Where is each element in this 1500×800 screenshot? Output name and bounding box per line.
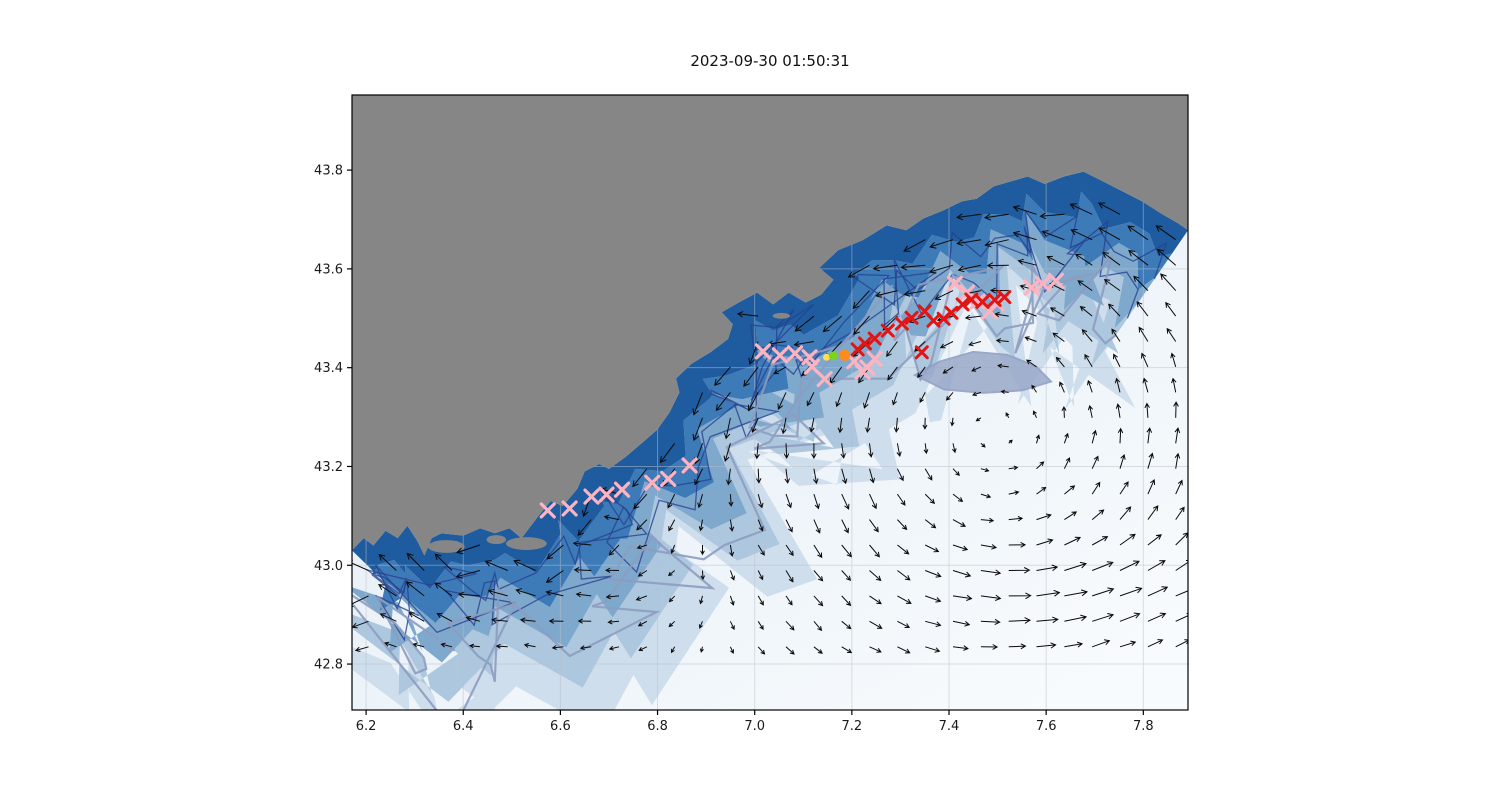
island	[486, 535, 506, 545]
x-marker	[880, 323, 895, 338]
land-mass	[352, 95, 1188, 556]
x-marker	[964, 292, 979, 307]
observations-pink	[539, 272, 1064, 519]
x-marker	[803, 358, 821, 375]
chart-title: 2023-09-30 01:50:31	[690, 52, 850, 70]
dot-marker	[828, 351, 838, 361]
axis-ticks	[347, 169, 1144, 715]
x-tick-label: 6.2	[356, 719, 377, 734]
x-marker	[946, 275, 963, 292]
x-marker	[866, 350, 883, 367]
marker-yellow	[823, 353, 831, 361]
x-tick-label: 6.8	[647, 719, 668, 734]
y-tick-label: 43.2	[314, 460, 343, 475]
x-marker	[583, 488, 600, 505]
current-vector-field	[352, 202, 1188, 655]
x-tick-label: 6.4	[453, 719, 474, 734]
x-marker	[786, 345, 804, 362]
marker-green	[828, 351, 838, 361]
x-tick-label: 7.8	[1133, 719, 1154, 734]
dot-marker	[839, 349, 851, 361]
marker-orange	[839, 349, 851, 361]
map-layers	[352, 95, 1188, 710]
x-marker	[914, 345, 929, 360]
axes-frame	[351, 94, 1189, 711]
x-tick-label: 7.4	[939, 719, 960, 734]
x-marker	[1034, 275, 1051, 292]
x-marker	[539, 502, 556, 519]
x-marker	[997, 290, 1012, 305]
x-tick-label: 7.6	[1036, 719, 1057, 734]
x-marker	[867, 331, 882, 346]
island	[505, 537, 547, 550]
x-marker	[854, 363, 871, 380]
x-marker	[944, 305, 959, 320]
x-tick-label: 7.2	[842, 719, 863, 734]
isobath-contour-navy	[374, 219, 1139, 642]
x-marker	[771, 347, 789, 364]
x-tick-label: 6.6	[550, 719, 571, 734]
y-tick-label: 43.8	[314, 164, 343, 179]
x-marker	[904, 310, 919, 325]
y-tick-label: 43.4	[314, 361, 343, 376]
island	[427, 540, 465, 553]
y-tick-label: 43.0	[314, 559, 343, 574]
x-marker	[955, 297, 970, 312]
x-marker	[894, 316, 909, 331]
x-marker	[857, 336, 872, 351]
slate-depth-patch	[912, 350, 1053, 394]
x-marker	[561, 500, 578, 517]
dot-marker	[823, 353, 831, 361]
x-marker	[1023, 279, 1040, 296]
isobath-contour-navy	[367, 205, 1168, 602]
x-marker	[816, 370, 833, 388]
x-tick-label: 7.0	[744, 719, 765, 734]
x-marker	[1047, 272, 1064, 289]
y-tick-label: 43.6	[314, 262, 343, 277]
x-marker	[613, 481, 631, 498]
island	[772, 312, 791, 319]
x-marker	[681, 457, 698, 474]
x-marker	[975, 294, 990, 309]
x-marker	[598, 486, 615, 503]
x-marker	[644, 474, 661, 491]
x-marker	[754, 343, 772, 360]
axis-tick-labels: 6.2 6.4 6.6 6.8 7.0 7.2 7.4 7.6 7.8 42.8 43.0 43.2 4…	[314, 164, 1154, 734]
y-tick-label: 42.8	[314, 658, 343, 673]
observations-red	[850, 290, 1012, 360]
x-marker	[660, 470, 677, 487]
